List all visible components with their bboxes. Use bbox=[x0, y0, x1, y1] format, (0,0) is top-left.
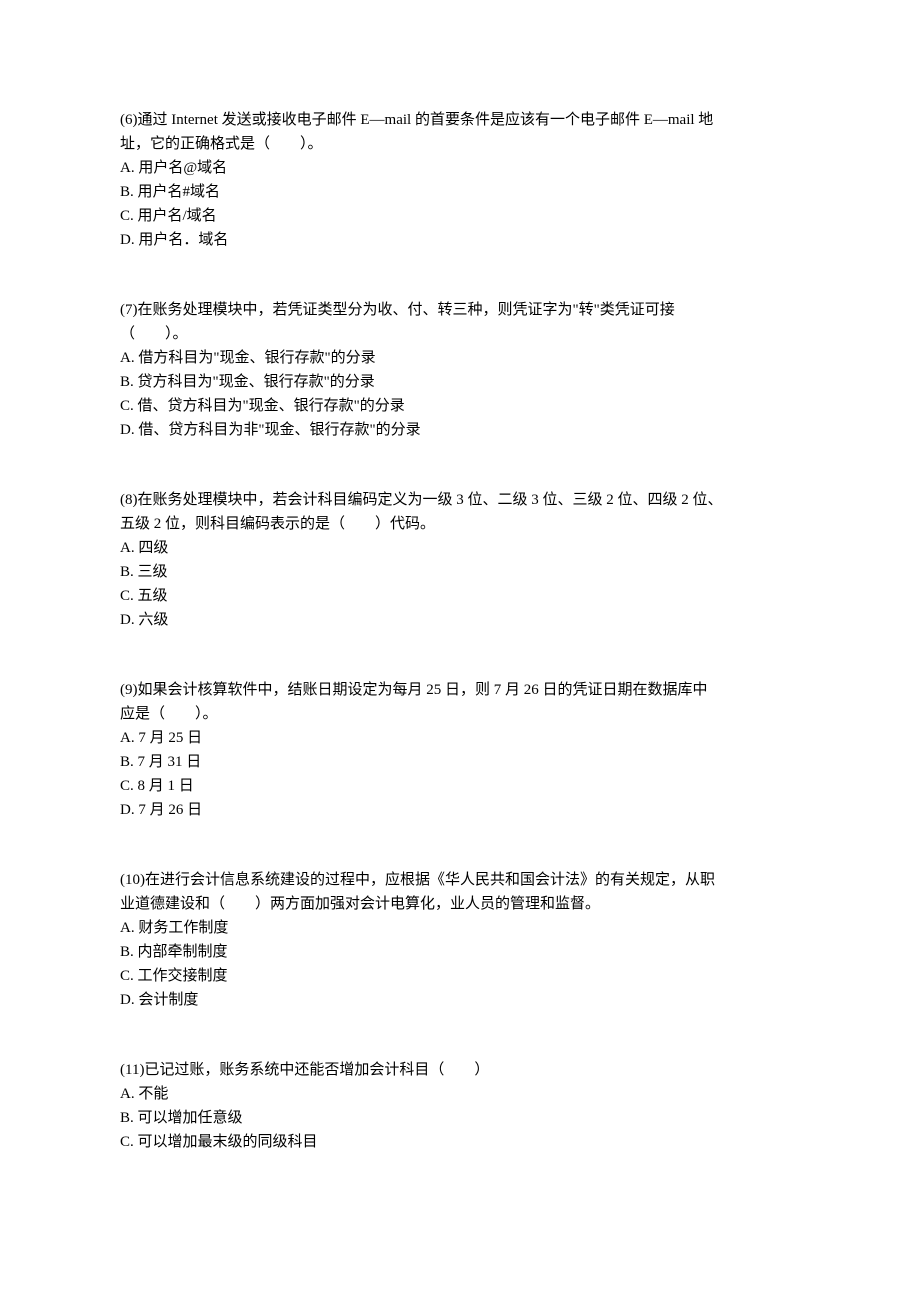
option-d: D. 借、贷方科目为非"现金、银行存款"的分录 bbox=[120, 418, 800, 442]
question-7: (7)在账务处理模块中，若凭证类型分为收、付、转三种，则凭证字为"转"类凭证可接… bbox=[120, 298, 800, 442]
option-d: D. 六级 bbox=[120, 608, 800, 632]
option-c: C. 五级 bbox=[120, 584, 800, 608]
option-b: B. 三级 bbox=[120, 560, 800, 584]
question-9: (9)如果会计核算软件中，结账日期设定为每月 25 日，则 7 月 26 日的凭… bbox=[120, 678, 800, 822]
option-a: A. 用户名@域名 bbox=[120, 156, 800, 180]
question-text-line: (9)如果会计核算软件中，结账日期设定为每月 25 日，则 7 月 26 日的凭… bbox=[120, 678, 800, 702]
question-10: (10)在进行会计信息系统建设的过程中，应根据《华人民共和国会计法》的有关规定，… bbox=[120, 868, 800, 1012]
option-a: A. 不能 bbox=[120, 1082, 800, 1106]
question-text-line: (7)在账务处理模块中，若凭证类型分为收、付、转三种，则凭证字为"转"类凭证可接 bbox=[120, 298, 800, 322]
option-c: C. 可以增加最末级的同级科目 bbox=[120, 1130, 800, 1154]
option-c: C. 借、贷方科目为"现金、银行存款"的分录 bbox=[120, 394, 800, 418]
question-text-line: 址，它的正确格式是（ ）。 bbox=[120, 132, 800, 156]
option-b: B. 7 月 31 日 bbox=[120, 750, 800, 774]
question-11: (11)已记过账，账务系统中还能否增加会计科目（ ） A. 不能 B. 可以增加… bbox=[120, 1058, 800, 1154]
question-text-line: （ ）。 bbox=[120, 322, 800, 346]
question-text-line: 五级 2 位，则科目编码表示的是（ ）代码。 bbox=[120, 512, 800, 536]
option-c: C. 8 月 1 日 bbox=[120, 774, 800, 798]
question-text-line: 应是（ ）。 bbox=[120, 702, 800, 726]
option-c: C. 用户名/域名 bbox=[120, 204, 800, 228]
option-d: D. 会计制度 bbox=[120, 988, 800, 1012]
question-text-line: 业道德建设和（ ）两方面加强对会计电算化，业人员的管理和监督。 bbox=[120, 892, 800, 916]
option-a: A. 财务工作制度 bbox=[120, 916, 800, 940]
option-d: D. 用户名．域名 bbox=[120, 228, 800, 252]
question-text-line: (8)在账务处理模块中，若会计科目编码定义为一级 3 位、二级 3 位、三级 2… bbox=[120, 488, 800, 512]
option-a: A. 借方科目为"现金、银行存款"的分录 bbox=[120, 346, 800, 370]
question-text-line: (10)在进行会计信息系统建设的过程中，应根据《华人民共和国会计法》的有关规定，… bbox=[120, 868, 800, 892]
question-text-line: (6)通过 Internet 发送或接收电子邮件 E—mail 的首要条件是应该… bbox=[120, 108, 800, 132]
option-d: D. 7 月 26 日 bbox=[120, 798, 800, 822]
option-b: B. 贷方科目为"现金、银行存款"的分录 bbox=[120, 370, 800, 394]
question-text-line: (11)已记过账，账务系统中还能否增加会计科目（ ） bbox=[120, 1058, 800, 1082]
option-b: B. 可以增加任意级 bbox=[120, 1106, 800, 1130]
question-6: (6)通过 Internet 发送或接收电子邮件 E—mail 的首要条件是应该… bbox=[120, 108, 800, 252]
option-b: B. 用户名#域名 bbox=[120, 180, 800, 204]
option-c: C. 工作交接制度 bbox=[120, 964, 800, 988]
document-page: (6)通过 Internet 发送或接收电子邮件 E—mail 的首要条件是应该… bbox=[0, 0, 920, 1280]
option-a: A. 7 月 25 日 bbox=[120, 726, 800, 750]
option-a: A. 四级 bbox=[120, 536, 800, 560]
option-b: B. 内部牵制制度 bbox=[120, 940, 800, 964]
question-8: (8)在账务处理模块中，若会计科目编码定义为一级 3 位、二级 3 位、三级 2… bbox=[120, 488, 800, 632]
